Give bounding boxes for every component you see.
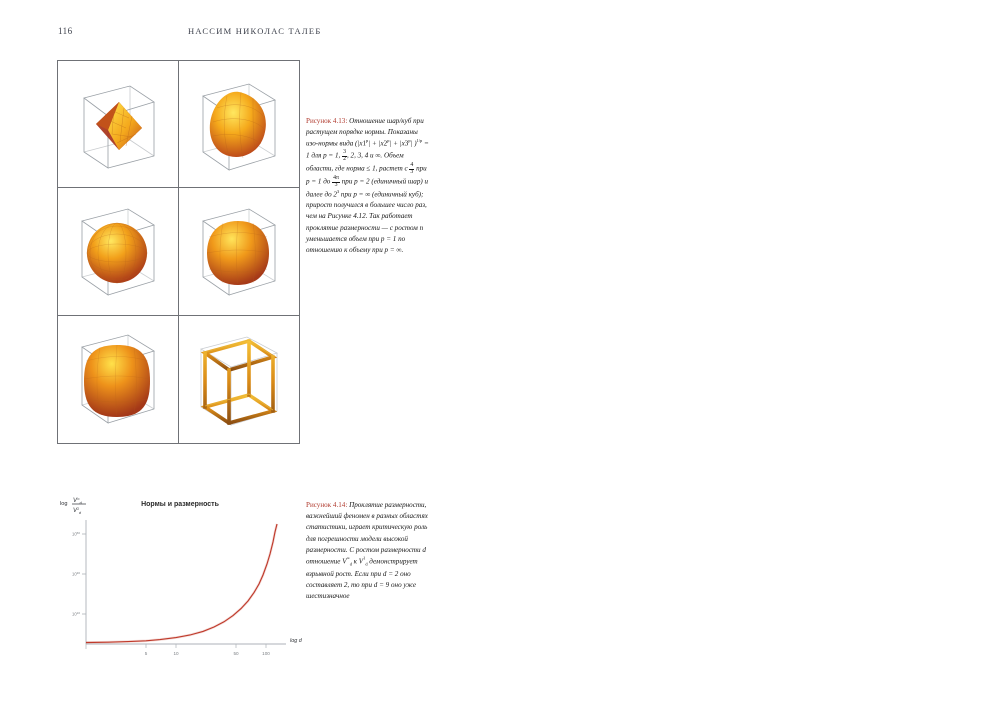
figure-413-panel-octahedron-p1 <box>58 61 179 189</box>
figure-413-caption-part3: | + |x <box>389 139 405 148</box>
left-page: 116 НАССИМ НИКОЛАС ТАЛЕБ <box>0 0 500 713</box>
figure-413-label: Рисунок 4.13: <box>306 117 348 125</box>
right-page: СТАТИСТИЧЕСКИЕ ПОСЛЕДСТВИЯ ЖИРНЫХ ХВОСТО… <box>500 0 1001 713</box>
figure-413-caption-part9: при p = ∞ (единичный куб); прирост получ… <box>306 189 427 254</box>
chart-x-tick-labels: 5 10 50 100 <box>145 651 271 656</box>
svg-text:1050: 1050 <box>72 531 80 537</box>
figure-414-caption: Рисунок 4.14: Проклятие размерности, важ… <box>306 501 428 601</box>
chart-title: Нормы и размерность <box>141 501 220 508</box>
figure-413-caption-part7: при p = 1 до <box>306 164 427 186</box>
chart-x-axis-label: log d <box>290 638 303 644</box>
figure-413-caption-part6: , 2, 3, 4 и ∞. Объем области, где норма … <box>306 151 410 173</box>
chart-y-tick-labels: 1050 1030 1010 <box>72 531 80 617</box>
svg-text:1030: 1030 <box>72 571 80 577</box>
svg-text:5: 5 <box>145 651 148 656</box>
chart-y-ticks <box>82 533 86 615</box>
page-number-left: 116 <box>58 26 73 36</box>
svg-text:50: 50 <box>233 651 239 656</box>
chart-series-line <box>85 523 278 644</box>
figure-414-chart: Нормы и размерность 1050 1030 1010 log V… <box>48 492 306 662</box>
svg-text:10: 10 <box>173 651 179 656</box>
svg-text:log: log <box>60 501 67 507</box>
figure-413-caption-part1: Отношение шар/куб при растущем порядке н… <box>306 117 424 148</box>
figure-413-panel-rounded-octahedron-p1.5 <box>178 61 299 189</box>
figure-413-caption-part4: | ) <box>410 139 417 148</box>
fraction-four-pi-thirds: 4π 3 <box>332 174 340 188</box>
figure-413-caption-part5: = 1 для p = 1, <box>306 139 429 160</box>
svg-text:1010: 1010 <box>72 611 80 617</box>
figure-413-caption-part8: при p = 2 (единичный шар) и далее до 2 <box>306 177 429 198</box>
chart-series-glow <box>85 523 279 644</box>
figure-413-caption-part2: | + |x <box>368 139 384 148</box>
figure-413-panel-rounded-cube-soft-p3 <box>178 188 299 316</box>
running-head-left: НАССИМ НИКОЛАС ТАЛЕБ <box>188 26 322 36</box>
figure-413-panel-grid <box>57 60 300 444</box>
figure-414-caption-end: демонстрирует взрывной рост. Если при d … <box>306 557 418 601</box>
figure-413-panel-cube-wireframe-pinf <box>178 315 299 443</box>
figure-413-caption: Рисунок 4.13: Отношение шар/куб при раст… <box>306 117 429 254</box>
figure-413-panel-sphere-p2 <box>58 188 179 316</box>
chart-x-ticks <box>85 644 267 649</box>
figure-414-caption-start: Проклятие размерности, важнейший феномен… <box>306 501 428 566</box>
figure-414-caption-mid: к V <box>351 557 364 566</box>
svg-text:100: 100 <box>262 651 270 656</box>
svg-text:V1d: V1d <box>73 507 82 515</box>
chart-y-axis-label: log V∞d V1d <box>60 497 86 515</box>
figure-413-panel-rounded-cube-hard-p4 <box>58 315 179 443</box>
figure-414-label: Рисунок 4.14: <box>306 501 348 509</box>
